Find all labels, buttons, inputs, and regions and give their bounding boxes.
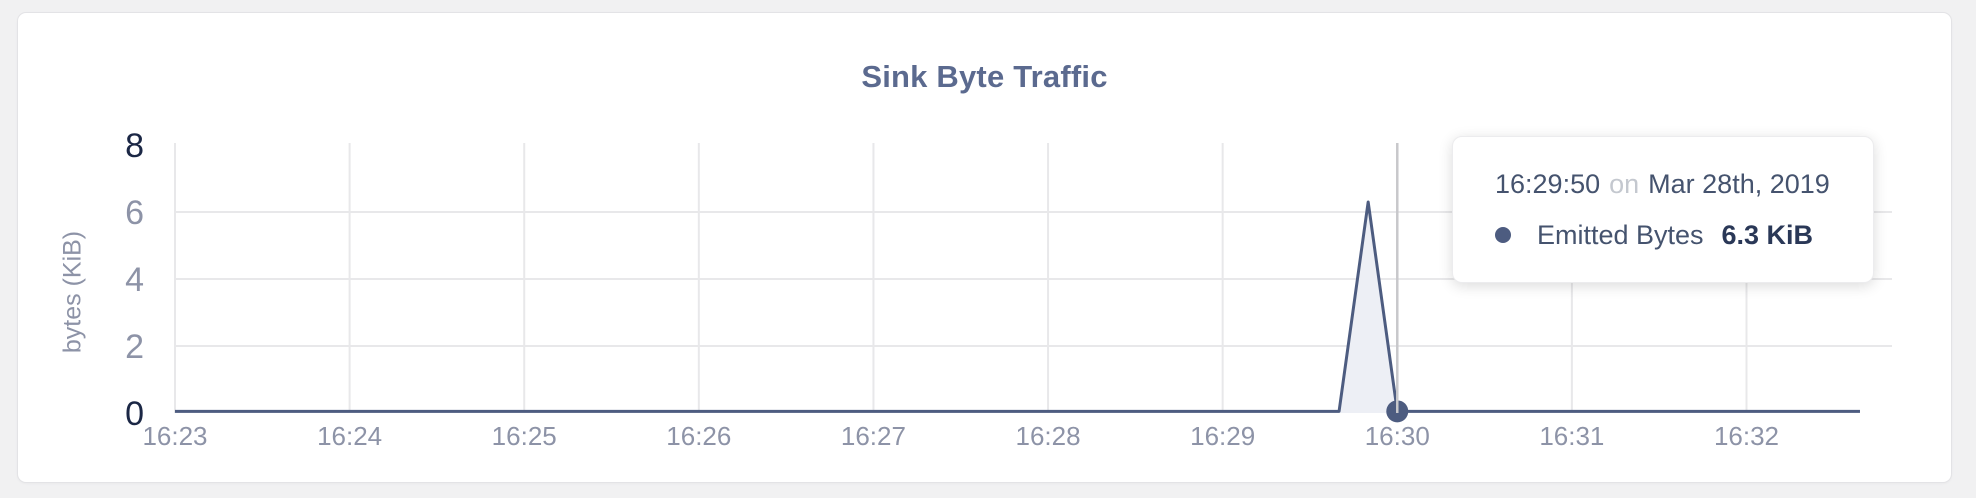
x-tick-label: 16:26 [666,421,731,451]
x-tick-label: 16:31 [1539,421,1604,451]
y-tick-label: 8 [125,127,144,165]
x-tick-label: 16:24 [317,421,382,451]
x-tick-label: 16:30 [1365,421,1430,451]
x-tick-label: 16:29 [1190,421,1255,451]
x-tick-label: 16:25 [492,421,557,451]
chart-tooltip: 16:29:50 on Mar 28th, 2019 Emitted Bytes 6… [1452,136,1874,283]
y-axis: 0 2 4 6 8 [125,127,144,433]
y-tick-label: 4 [125,261,144,299]
x-axis: 16:23 16:24 16:25 16:26 16:27 16:28 16:29 16:30… [142,421,1779,451]
x-tick-label: 16:28 [1016,421,1081,451]
y-tick-label: 0 [125,395,144,433]
tooltip-value: 6.3 KiB [1721,219,1813,250]
series-line [175,200,1860,413]
x-tick-label: 16:32 [1714,421,1779,451]
chart-title: Sink Byte Traffic [861,59,1108,94]
series-color-dot-icon [1495,227,1511,243]
tooltip-series-name: Emitted Bytes [1537,219,1704,250]
x-tick-label: 16:23 [142,421,207,451]
x-tick-label: 16:27 [841,421,906,451]
tooltip-time: 16:29:50 [1495,169,1601,199]
tooltip-date: Mar 28th, 2019 [1648,169,1830,199]
y-tick-label: 2 [125,328,144,366]
tooltip-connector: on [1609,169,1640,199]
tooltip-header: 16:29:50 on Mar 28th, 2019 [1495,163,1830,205]
tooltip-series-row: Emitted Bytes 6.3 KiB [1495,215,1813,255]
y-tick-label: 6 [125,194,144,232]
